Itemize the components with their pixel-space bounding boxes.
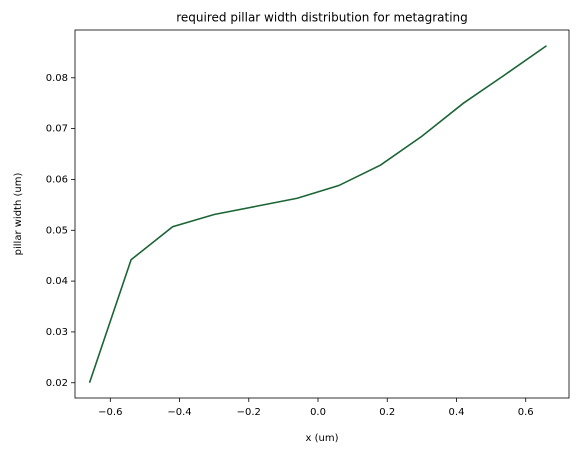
x-tick-label: 0.6 (518, 407, 534, 418)
y-tick-label: 0.02 (46, 378, 68, 389)
x-tick-label: 0.0 (310, 407, 326, 418)
x-tick-label: −0.2 (237, 407, 261, 418)
y-tick-label: 0.07 (46, 124, 68, 135)
y-tick-label: 0.04 (46, 276, 68, 287)
x-tick-label: 0.4 (449, 407, 465, 418)
x-tick-label: −0.6 (98, 407, 122, 418)
y-tick-label: 0.06 (46, 174, 68, 185)
x-tick-label: −0.4 (167, 407, 191, 418)
y-tick-label: 0.03 (46, 327, 68, 338)
plot-frame (74, 29, 570, 399)
x-axis-label: x (um) (306, 433, 339, 444)
x-tick-label: 0.2 (379, 407, 395, 418)
y-tick-label: 0.08 (46, 73, 68, 84)
line-series (88, 45, 547, 384)
y-tick-label: 0.05 (46, 225, 68, 236)
chart-title: required pillar width distribution for m… (176, 11, 468, 25)
y-axis-label: pillar width (um) (13, 173, 24, 256)
